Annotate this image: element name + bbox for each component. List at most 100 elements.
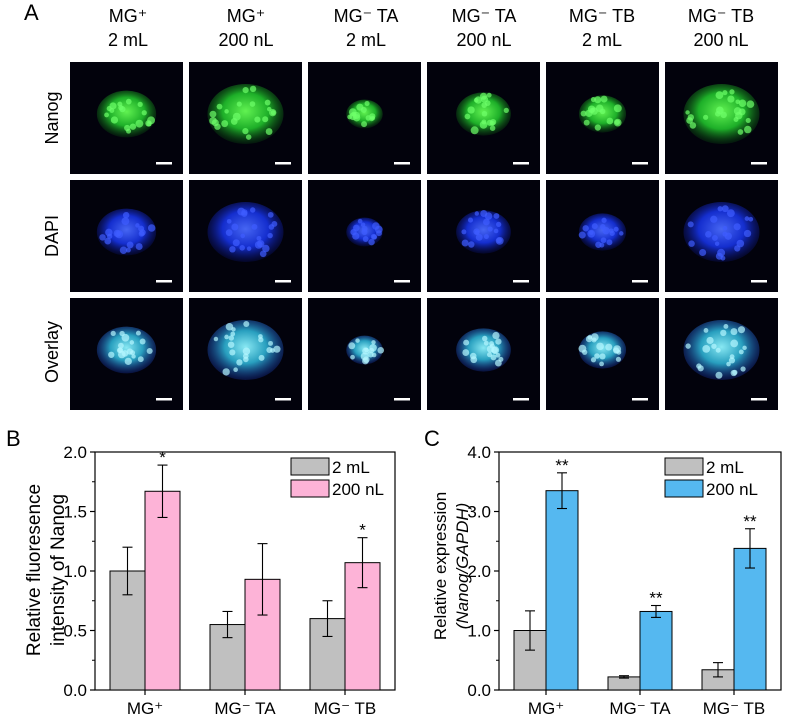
scale-bar — [632, 398, 648, 401]
micrograph-dapi-3 — [308, 180, 421, 292]
panel-b-letter: B — [6, 426, 21, 451]
panel-c-ylabel-line2: (Nanog/GAPDH) — [453, 503, 472, 630]
chart-c-bar-2-1 — [545, 490, 579, 691]
micrograph-dapi-5 — [546, 180, 659, 292]
chart-b-errorbar-2-1 — [157, 464, 168, 519]
chart-b-ytick-label: 0.0 — [63, 681, 87, 700]
panel-b-ylabel-line1: Relative fluoresence — [24, 484, 45, 656]
col-head-4-line2: 200 nL — [456, 30, 511, 50]
chart-c-legend-label-2: 200 nL — [706, 480, 758, 499]
scale-bar — [751, 280, 767, 283]
chart-c-ytick-label: 1.0 — [467, 622, 491, 641]
row-labels: Nanog DAPI Overlay — [42, 91, 62, 383]
col-head-1-line2: 2 mL — [108, 30, 148, 50]
chart-b: 0.0 0.5 1.0 1.5 2.0 MG⁺ * MG⁻ TA MG⁻ TB * 2 mL 200 … — [63, 443, 396, 714]
chart-b-errorbar-1-3 — [322, 600, 333, 638]
panel-a-letter: A — [24, 0, 39, 25]
chart-b-errorbar-2-3 — [357, 537, 368, 589]
micrograph-nanog-3 — [308, 62, 421, 174]
chart-c: 0.0 1.0 2.0 3.0 4.0 MG⁺ ** MG⁻ TA ** MG⁻ TB ** 2 mL… — [467, 443, 782, 714]
col-head-2-line1: MG⁺ — [227, 6, 266, 26]
column-headers: MG⁺ 2 mL MG⁺ 200 nL MG⁻ TA 2 mL MG⁻ TA 2… — [108, 6, 754, 50]
chart-c-xtick-label-2: MG⁻ TA — [609, 699, 671, 714]
chart-c-errorbar-2-1 — [557, 472, 567, 510]
panel-c-letter: C — [424, 426, 440, 451]
scale-bar — [751, 162, 767, 165]
chart-c-significance-3: ** — [743, 512, 757, 531]
scale-bar — [275, 162, 291, 165]
chart-b-legend-label-2: 200 nL — [332, 480, 384, 499]
col-head-3-line2: 2 mL — [346, 30, 386, 50]
chart-c-xtick-label-3: MG⁻ TB — [703, 699, 766, 714]
col-head-1-line1: MG⁺ — [109, 6, 148, 26]
chart-b-ytick-label: 1.0 — [63, 562, 87, 581]
micrograph-nanog-5 — [546, 62, 659, 174]
col-head-5-line1: MG⁻ TB — [569, 6, 635, 26]
col-head-6-line1: MG⁻ TB — [688, 6, 754, 26]
panel-b: B Relative fluoresence intensity of Nano… — [6, 426, 396, 714]
chart-c-legend-label-1: 2 mL — [706, 458, 744, 477]
row-label-nanog: Nanog — [42, 91, 62, 144]
chart-c-ytick-label: 0.0 — [467, 681, 491, 700]
scale-bar — [394, 280, 410, 283]
chart-c-errorbar-2-2 — [651, 604, 661, 618]
chart-c-ytick-label: 2.0 — [467, 562, 491, 581]
chart-b-significance-3: * — [359, 521, 366, 540]
chart-c-errorbar-1-2 — [619, 675, 629, 679]
chart-c-significance-2: ** — [649, 589, 663, 608]
micrograph-overlay-6 — [665, 298, 778, 410]
micrograph-nanog-2 — [189, 62, 302, 174]
micrograph-nanog-4 — [427, 62, 540, 174]
chart-c-legend-swatch-1 — [664, 457, 704, 476]
micrograph-dapi-2 — [189, 180, 302, 292]
chart-b-xtick-label-2: MG⁻ TA — [214, 699, 276, 714]
chart-c-ytick-label: 3.0 — [467, 503, 491, 522]
scale-bar — [275, 280, 291, 283]
chart-b-errorbar-1-1 — [122, 546, 133, 596]
scale-bar — [513, 162, 529, 165]
chart-c-legend-swatch-2 — [664, 479, 704, 498]
chart-b-bar-2-1 — [144, 490, 181, 691]
chart-b-errorbar-1-2 — [222, 610, 233, 639]
panel-c-ylabel-line1: Relative expression — [431, 492, 450, 640]
col-head-2-line2: 200 nL — [218, 30, 273, 50]
scale-bar — [632, 280, 648, 283]
chart-b-errorbar-2-2 — [257, 543, 268, 616]
micrograph-overlay-2 — [189, 298, 302, 410]
chart-b-legend-label-1: 2 mL — [332, 458, 370, 477]
chart-c-ytick-label: 4.0 — [467, 443, 491, 462]
chart-c-errorbar-2-3 — [745, 528, 755, 569]
chart-b-bar-1-1 — [109, 570, 146, 691]
col-head-5-line2: 2 mL — [582, 30, 622, 50]
scale-bar — [394, 398, 410, 401]
micrograph-overlay-5 — [546, 298, 659, 410]
chart-b-xtick-label-1: MG⁺ — [127, 699, 163, 714]
micrograph-nanog-6 — [665, 62, 778, 174]
scale-bar — [156, 398, 172, 401]
panel-b-ylabel-line2: intensity of Nanog — [48, 494, 69, 646]
scale-bar — [394, 162, 410, 165]
panel-c: C Relative expression (Nanog/GAPDH) 0.0 1… — [424, 426, 782, 714]
chart-c-xtick-label-1: MG⁺ — [528, 699, 564, 714]
panel-a: A MG⁺ 2 mL MG⁺ 200 nL MG⁻ TA 2 mL MG⁻ TA… — [24, 0, 778, 410]
scale-bar — [156, 280, 172, 283]
chart-b-ytick-label: 0.5 — [63, 622, 87, 641]
col-head-6-line2: 200 nL — [693, 30, 748, 50]
chart-c-errorbar-1-3 — [713, 662, 723, 678]
micrograph-dapi-6 — [665, 180, 778, 292]
chart-c-bar-2-3 — [733, 547, 767, 691]
chart-c-errorbar-1-1 — [525, 610, 535, 651]
micrograph-dapi-1 — [70, 180, 183, 292]
chart-b-significance-1: * — [159, 448, 166, 467]
chart-b-bar-2-3 — [344, 562, 381, 691]
micrograph-overlay-4 — [427, 298, 540, 410]
chart-b-xtick-label-3: MG⁻ TB — [314, 699, 377, 714]
scale-bar — [513, 280, 529, 283]
chart-c-bar-2-2 — [639, 610, 673, 691]
micrograph-overlay-3 — [308, 298, 421, 410]
micrograph-nanog-1 — [70, 62, 183, 174]
row-label-overlay: Overlay — [42, 321, 62, 383]
chart-b-legend-swatch-2 — [290, 479, 330, 498]
scale-bar — [751, 398, 767, 401]
row-label-dapi: DAPI — [42, 215, 62, 257]
